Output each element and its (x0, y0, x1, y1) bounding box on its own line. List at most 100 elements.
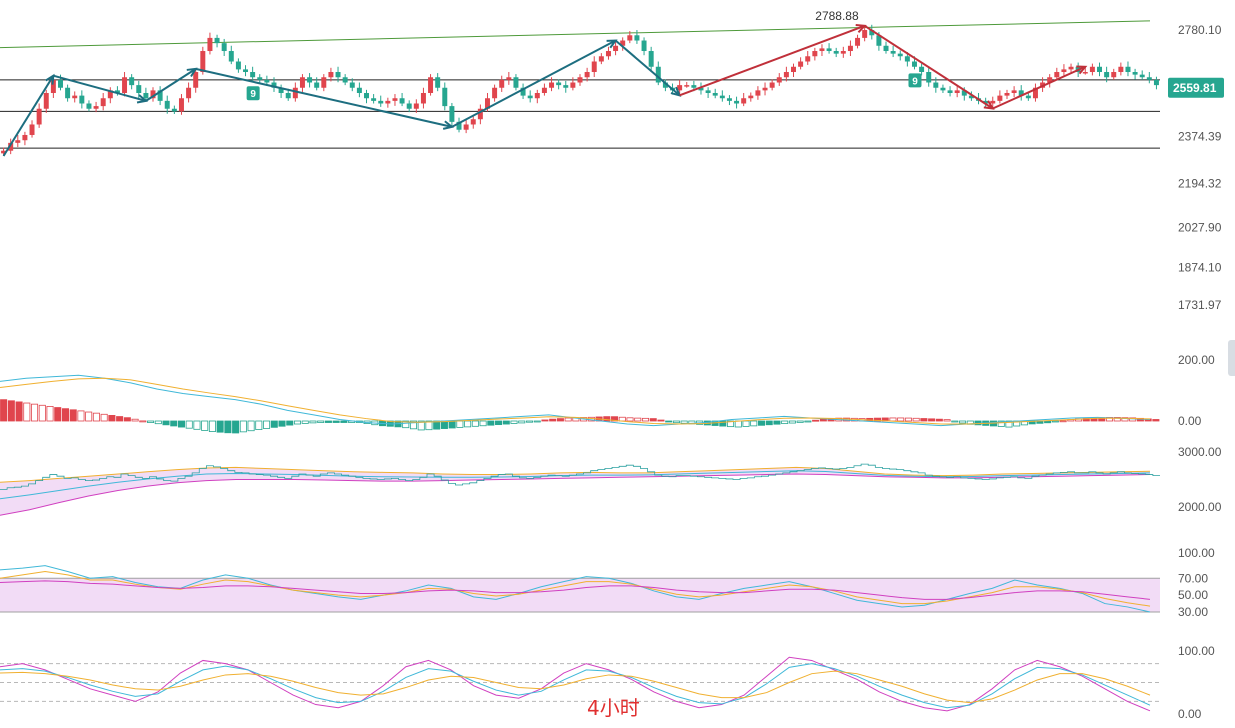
candle-body (605, 51, 611, 57)
macd-line (0, 377, 1151, 425)
candle-body (93, 106, 99, 109)
macd-histogram-bar (935, 418, 943, 422)
candle-body (1118, 66, 1124, 73)
macd-histogram-bar (943, 419, 951, 422)
macd-histogram-bar (38, 404, 46, 422)
macd-histogram-bar (139, 420, 147, 423)
candle-body (755, 90, 761, 96)
candle-body (164, 100, 170, 109)
macd-histogram-bar (479, 420, 487, 427)
macd-histogram-bar (471, 420, 479, 427)
macd-histogram-bar (781, 420, 789, 425)
candle-body (1054, 72, 1060, 78)
candle-body (29, 124, 35, 135)
candle-body (442, 87, 448, 107)
macd-histogram-bar (518, 420, 526, 424)
macd-histogram-bar (77, 410, 85, 422)
candle-body (506, 77, 512, 80)
macd-histogram-bar (147, 420, 155, 423)
candle-body (534, 92, 540, 99)
candle-body (8, 142, 14, 151)
candle-body (122, 77, 128, 93)
rsi-axis-tick: 30.00 (1178, 605, 1208, 619)
candle-body (677, 85, 683, 91)
candle-body (349, 82, 355, 88)
bands-axis-tick: 2000.00 (1178, 500, 1222, 514)
wave-arrow-up (451, 39, 617, 128)
macd-histogram-bar (332, 420, 340, 423)
candle-body (876, 35, 882, 46)
candle-body (371, 98, 377, 101)
candle-body (584, 72, 590, 78)
candle-body (392, 98, 398, 101)
candle-body (734, 100, 740, 104)
macd-histogram-bar (495, 420, 503, 426)
macd-histogram-bar (162, 420, 170, 426)
candle-body (492, 87, 498, 99)
candle-body (527, 95, 533, 99)
macd-histogram-bar (757, 420, 765, 426)
candle-body (1018, 90, 1024, 96)
macd-histogram-bar (611, 416, 619, 422)
macd-histogram-bar (812, 419, 820, 422)
candle-body (855, 37, 861, 46)
candle-body (264, 79, 270, 83)
candle-body (549, 82, 555, 88)
candle-body (449, 106, 455, 122)
macd-histogram-bar (657, 419, 665, 422)
macd-histogram-bar (951, 420, 959, 423)
wave-arrow-up (992, 65, 1086, 110)
macd-histogram-bar (15, 401, 23, 422)
macd-histogram-bar (603, 416, 611, 422)
macd-histogram-bar (170, 420, 178, 427)
kdj-axis-tick: 0.00 (1178, 707, 1202, 721)
candle-body (897, 53, 903, 57)
macd-histogram-bar (448, 420, 456, 429)
candle-body (961, 90, 967, 96)
rsi-axis-tick: 50.00 (1178, 588, 1208, 602)
macd-histogram-bar (154, 420, 162, 425)
candle-body (883, 45, 889, 52)
candle-body (819, 48, 825, 52)
macd-histogram-bar (1152, 419, 1160, 422)
macd-histogram-bar (402, 420, 410, 429)
candle-body (129, 77, 135, 86)
candle-body (435, 77, 441, 88)
candle-body (563, 85, 569, 88)
candle-body (1097, 66, 1102, 73)
candle-body (926, 72, 932, 83)
candle-body (150, 90, 156, 99)
macd-histogram-bar (889, 417, 897, 422)
candle-body (1104, 72, 1110, 78)
candle-body (812, 51, 818, 57)
panel-collapse-handle[interactable] (1228, 340, 1235, 376)
candle-body (143, 92, 149, 99)
candle-body (1, 150, 7, 154)
candle-body (933, 82, 939, 88)
macd-histogram-bar (108, 415, 116, 422)
macd-histogram-bar (324, 420, 332, 423)
macd-histogram-bar (464, 420, 472, 428)
candle-body (847, 45, 853, 52)
timeframe-label: 4小时 (587, 696, 640, 720)
candle-body (748, 95, 754, 99)
candle-body (136, 85, 142, 93)
candle-body (1089, 66, 1095, 73)
candle-body (762, 87, 768, 91)
candle-body (178, 98, 184, 112)
macd-histogram-bar (417, 420, 425, 431)
candle-body (890, 51, 896, 54)
rsi-band-fill (0, 578, 1160, 612)
macd-histogram-bar (216, 420, 224, 433)
macd-histogram-bar (46, 406, 54, 422)
nine-marker-box (908, 73, 922, 88)
macd-histogram-bar (232, 420, 240, 434)
candle-body (719, 95, 725, 99)
candle-body (79, 95, 85, 104)
macd-histogram-bar (177, 420, 186, 428)
candle-body (556, 82, 562, 86)
candle-body (641, 40, 647, 52)
macd-histogram-bar (819, 418, 827, 422)
candle-body (513, 77, 519, 88)
